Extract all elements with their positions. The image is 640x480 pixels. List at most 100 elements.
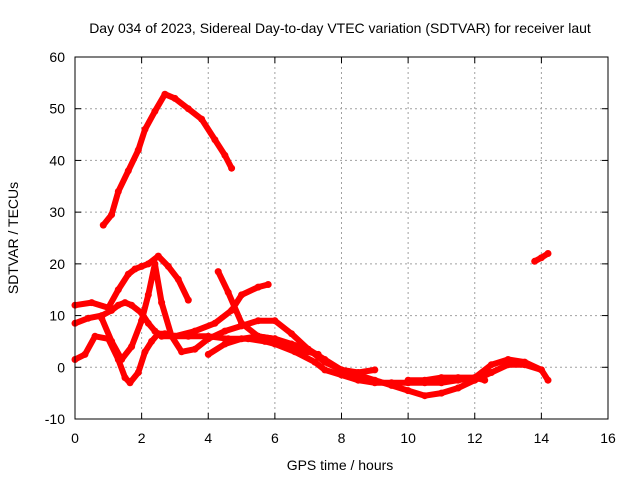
data-point <box>544 250 552 257</box>
data-point <box>144 319 152 327</box>
data-point <box>108 306 116 314</box>
data-point <box>144 260 152 268</box>
data-point <box>338 366 345 374</box>
data-point <box>221 151 229 159</box>
data-point <box>204 350 212 358</box>
chart-title: Day 034 of 2023, Sidereal Day-to-day VTE… <box>89 20 591 36</box>
data-point <box>148 337 156 345</box>
data-point <box>221 340 229 348</box>
data-point <box>221 327 229 335</box>
data-point <box>487 369 495 376</box>
data-point <box>198 115 206 123</box>
data-point <box>371 376 379 384</box>
data-point <box>214 268 222 276</box>
data-point <box>91 332 99 340</box>
data-point <box>121 299 129 307</box>
data-point <box>126 379 134 387</box>
data-point <box>371 366 379 374</box>
data-point <box>141 125 149 133</box>
data-point <box>211 136 219 144</box>
data-point <box>544 376 552 384</box>
data-point <box>437 374 445 382</box>
data-point <box>228 164 236 172</box>
series-arc-1 <box>100 91 235 229</box>
data-point <box>471 374 479 382</box>
data-point <box>254 332 262 340</box>
data-point <box>321 356 329 363</box>
data-point <box>537 366 545 374</box>
data-point <box>114 301 122 309</box>
x-tick-label: 0 <box>71 430 79 446</box>
data-point <box>254 283 262 291</box>
data-point <box>454 384 462 392</box>
data-point <box>454 374 462 382</box>
data-point <box>134 369 142 376</box>
data-point <box>487 361 495 369</box>
data-point <box>154 330 162 338</box>
x-tick-label: 12 <box>467 430 483 446</box>
y-tick-label: -10 <box>45 411 65 427</box>
data-point <box>114 286 122 294</box>
data-point <box>184 332 192 340</box>
data-point <box>174 275 182 283</box>
data-point <box>184 296 192 304</box>
y-axis-ticks: -10 0 10 20 30 40 50 60 <box>45 49 608 427</box>
data-point <box>271 335 279 343</box>
data-point <box>154 252 162 260</box>
x-tick-label: 4 <box>204 430 212 446</box>
data-point <box>437 379 445 387</box>
data-point <box>437 389 445 397</box>
data-point <box>81 350 89 358</box>
data-point <box>264 281 272 288</box>
data-point <box>161 90 169 98</box>
data-point <box>114 188 122 195</box>
data-point <box>504 361 512 369</box>
data-point <box>304 348 312 356</box>
data-point <box>354 369 362 376</box>
y-tick-label: 40 <box>49 152 65 168</box>
data-point <box>404 376 412 384</box>
data-point <box>537 254 545 262</box>
data-point <box>521 361 529 369</box>
data-point <box>141 348 149 356</box>
data-point <box>388 381 395 389</box>
data-point <box>118 356 126 363</box>
y-axis-label: SDTVAR / TECUs <box>5 182 21 294</box>
data-point <box>288 343 295 351</box>
data-point <box>211 319 219 327</box>
data-point <box>321 366 329 374</box>
data-point <box>224 288 232 296</box>
data-point <box>99 221 107 229</box>
data-point <box>151 260 159 268</box>
data-point <box>131 265 139 273</box>
data-point <box>238 291 246 299</box>
data-point <box>151 107 159 115</box>
data-point <box>421 392 429 400</box>
data-point <box>128 301 136 309</box>
grid <box>75 57 608 419</box>
data-point <box>421 376 429 384</box>
data-point <box>204 335 212 343</box>
y-tick-label: 20 <box>49 256 65 272</box>
x-tick-label: 8 <box>338 430 346 446</box>
data-point <box>121 374 129 382</box>
data-point <box>191 345 199 353</box>
data-point <box>88 299 96 307</box>
data-point <box>171 94 179 102</box>
data-point <box>108 337 116 345</box>
data-point <box>311 358 319 366</box>
x-tick-label: 14 <box>534 430 550 446</box>
x-tick-label: 2 <box>138 430 146 446</box>
data-point <box>98 314 106 322</box>
data-point <box>168 332 176 340</box>
data-point <box>138 317 146 325</box>
y-tick-label: 10 <box>49 308 65 324</box>
y-tick-label: 50 <box>49 101 65 117</box>
series-group <box>71 90 552 400</box>
data-point <box>314 350 322 358</box>
data-point <box>161 330 169 338</box>
data-point <box>124 167 132 175</box>
data-point <box>164 262 172 270</box>
x-axis-label: GPS time / hours <box>287 457 394 473</box>
